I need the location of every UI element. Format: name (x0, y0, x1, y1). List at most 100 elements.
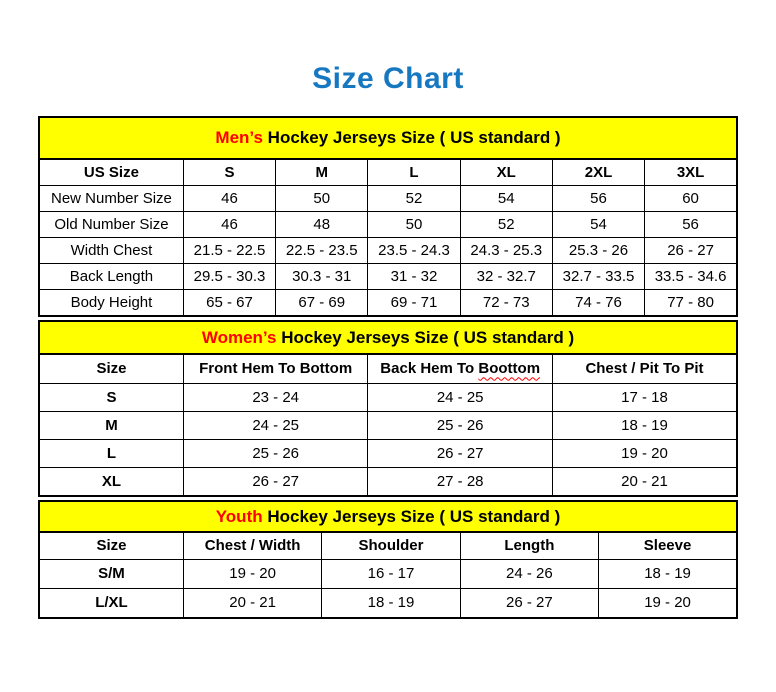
table-row: L 25 - 26 26 - 27 19 - 20 (38, 439, 738, 468)
column-header-cell: Size (38, 353, 184, 384)
column-header-cell: Length (459, 531, 600, 560)
column-header-cell: XL (459, 158, 553, 186)
size-value-cell: 56 (551, 185, 646, 212)
row-label-cell: Old Number Size (38, 211, 184, 238)
size-value-cell: 19 - 20 (598, 588, 738, 619)
column-header-cell: US Size (38, 158, 184, 186)
column-header-cell: Shoulder (321, 531, 461, 560)
column-header-cell: 2XL (551, 158, 646, 186)
column-header-row: Size Chest / Width Shoulder Length Sleeve (38, 531, 738, 560)
mens-table-title: Men’s Hockey Jerseys Size ( US standard … (38, 116, 738, 160)
row-label-cell: Width Chest (38, 237, 184, 264)
size-value-cell: 32 - 32.7 (459, 263, 553, 290)
size-value-cell: 33.5 - 34.6 (644, 263, 738, 290)
youth-table-title: Youth Hockey Jerseys Size ( US standard … (38, 500, 738, 533)
size-value-cell: 54 (459, 185, 553, 212)
size-value-cell: 65 - 67 (182, 289, 277, 317)
size-value-cell: 67 - 69 (275, 289, 369, 317)
size-value-cell: 24.3 - 25.3 (459, 237, 553, 264)
page-title: Size Chart (312, 62, 464, 95)
size-value-cell: 46 (182, 211, 277, 238)
table-row: S 23 - 24 24 - 25 17 - 18 (38, 383, 738, 412)
size-value-cell: 54 (551, 211, 646, 238)
mens-size-table: Men’s Hockey Jerseys Size ( US standard … (38, 116, 738, 317)
size-value-cell: 69 - 71 (367, 289, 461, 317)
column-header-cell: L (367, 158, 461, 186)
size-value-cell: 18 - 19 (551, 411, 738, 440)
table-row: XL 26 - 27 27 - 28 20 - 21 (38, 467, 738, 497)
size-value-cell: 20 - 21 (551, 467, 738, 497)
row-label-cell: New Number Size (38, 185, 184, 212)
size-value-cell: 60 (644, 185, 738, 212)
size-value-cell: 23.5 - 24.3 (367, 237, 461, 264)
youth-size-table: Youth Hockey Jerseys Size ( US standard … (38, 500, 738, 619)
table-row: Old Number Size 46 48 50 52 54 56 (38, 211, 738, 238)
size-tables: Men’s Hockey Jerseys Size ( US standard … (38, 116, 738, 619)
column-header-cell: M (275, 158, 369, 186)
column-header-cell: S (182, 158, 277, 186)
size-value-cell: 20 - 21 (182, 588, 323, 619)
size-value-cell: 26 - 27 (459, 588, 600, 619)
size-value-cell: 22.5 - 23.5 (275, 237, 369, 264)
column-header-cell: Back Hem To Boottom (367, 353, 553, 384)
size-value-cell: 18 - 19 (321, 588, 461, 619)
row-label-cell: M (38, 411, 184, 440)
size-value-cell: 25 - 26 (367, 411, 553, 440)
table-title-row: Women’s Hockey Jerseys Size ( US standar… (38, 320, 738, 355)
size-value-cell: 25 - 26 (182, 439, 369, 468)
column-header-cell: Chest / Pit To Pit (551, 353, 738, 384)
size-value-cell: 16 - 17 (321, 559, 461, 589)
size-value-cell: 17 - 18 (551, 383, 738, 412)
table-row: Width Chest 21.5 - 22.5 22.5 - 23.5 23.5 - … (38, 237, 738, 264)
column-header-cell: Sleeve (598, 531, 738, 560)
size-value-cell: 31 - 32 (367, 263, 461, 290)
size-value-cell: 46 (182, 185, 277, 212)
size-value-cell: 24 - 25 (182, 411, 369, 440)
column-header-cell: Size (38, 531, 184, 560)
row-label-cell: L (38, 439, 184, 468)
row-label-cell: XL (38, 467, 184, 497)
table-title-row: Youth Hockey Jerseys Size ( US standard … (38, 500, 738, 533)
column-header-row: US Size S M L XL 2XL 3XL (38, 158, 738, 186)
size-value-cell: 19 - 20 (182, 559, 323, 589)
misspelled-word: Boottom (478, 360, 541, 378)
column-header-cell: Front Hem To Bottom (182, 353, 369, 384)
row-label-cell: L/XL (38, 588, 184, 619)
size-value-cell: 72 - 73 (459, 289, 553, 317)
womens-table-title: Women’s Hockey Jerseys Size ( US standar… (38, 320, 738, 355)
table-row: L/XL 20 - 21 18 - 19 26 - 27 19 - 20 (38, 588, 738, 619)
size-value-cell: 25.3 - 26 (551, 237, 646, 264)
table-row: Back Length 29.5 - 30.3 30.3 - 31 31 - 32 32… (38, 263, 738, 290)
size-value-cell: 52 (367, 185, 461, 212)
size-value-cell: 52 (459, 211, 553, 238)
size-value-cell: 48 (275, 211, 369, 238)
table-title-highlight: Youth (215, 506, 263, 526)
column-header-cell: Chest / Width (182, 531, 323, 560)
size-value-cell: 21.5 - 22.5 (182, 237, 277, 264)
column-header-cell: 3XL (644, 158, 738, 186)
table-row: S/M 19 - 20 16 - 17 24 - 26 18 - 19 (38, 559, 738, 589)
table-row: M 24 - 25 25 - 26 18 - 19 (38, 411, 738, 440)
size-value-cell: 30.3 - 31 (275, 263, 369, 290)
size-value-cell: 32.7 - 33.5 (551, 263, 646, 290)
size-value-cell: 26 - 27 (644, 237, 738, 264)
size-value-cell: 18 - 19 (598, 559, 738, 589)
size-value-cell: 50 (275, 185, 369, 212)
size-value-cell: 19 - 20 (551, 439, 738, 468)
row-label-cell: S (38, 383, 184, 412)
table-title-row: Men’s Hockey Jerseys Size ( US standard … (38, 116, 738, 160)
size-value-cell: 26 - 27 (182, 467, 369, 497)
size-value-cell: 74 - 76 (551, 289, 646, 317)
table-row: New Number Size 46 50 52 54 56 60 (38, 185, 738, 212)
size-value-cell: 24 - 26 (459, 559, 600, 589)
size-value-cell: 29.5 - 30.3 (182, 263, 277, 290)
size-value-cell: 24 - 25 (367, 383, 553, 412)
womens-size-table: Women’s Hockey Jerseys Size ( US standar… (38, 320, 738, 497)
column-header-row: Size Front Hem To Bottom Back Hem To Boott… (38, 353, 738, 384)
table-row: Body Height 65 - 67 67 - 69 69 - 71 72 - 73 7… (38, 289, 738, 317)
row-label-cell: S/M (38, 559, 184, 589)
table-title-highlight: Men’s (215, 128, 263, 148)
size-value-cell: 26 - 27 (367, 439, 553, 468)
size-value-cell: 56 (644, 211, 738, 238)
